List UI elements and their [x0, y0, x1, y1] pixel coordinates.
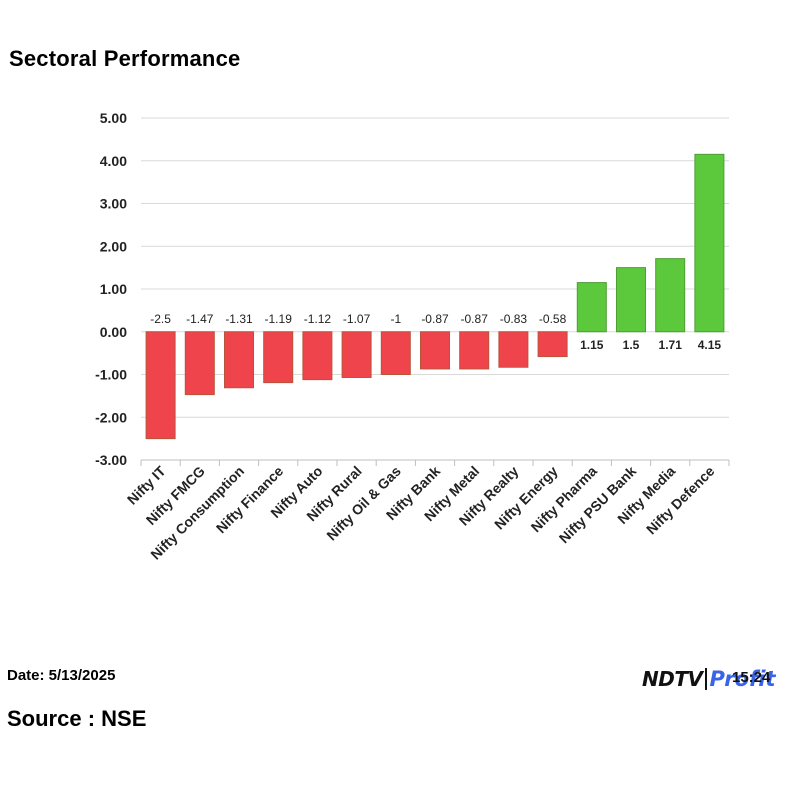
- date-label: Date: 5/13/2025: [7, 667, 116, 684]
- bar: [302, 331, 333, 381]
- bar: [380, 331, 411, 375]
- ndtv-profit-logo: NDTV Profit: [642, 666, 776, 692]
- time-label: 15:24: [732, 669, 771, 686]
- y-tick-label: 3.00: [100, 196, 127, 212]
- data-label: 4.15: [698, 338, 722, 352]
- source-label: Source : NSE: [7, 706, 147, 731]
- bar: [263, 331, 294, 384]
- y-tick-label: 2.00: [100, 238, 127, 254]
- bar: [419, 331, 451, 370]
- logo-separator: [705, 668, 708, 690]
- y-tick-label: 5.00: [100, 110, 127, 126]
- bar: [145, 331, 176, 440]
- chart-title: Sectoral Performance: [9, 46, 241, 71]
- data-label: 1.71: [659, 338, 683, 352]
- data-label: -1.47: [186, 312, 214, 326]
- data-labels: -2.5 -1.47 -1.31 -1.19 -1.12 -1.07 -1 -0.87 -0.8…: [150, 312, 721, 352]
- y-tick-label: -2.00: [95, 409, 127, 425]
- data-label: -1: [390, 312, 401, 326]
- y-tick-label: -3.00: [95, 452, 127, 468]
- logo-ndtv-text: NDTV: [642, 667, 703, 691]
- data-label: -0.58: [539, 312, 567, 326]
- bar: [655, 258, 686, 333]
- x-axis: [140, 459, 730, 466]
- bar: [576, 282, 607, 333]
- y-tick-label: 1.00: [100, 281, 127, 297]
- bar: [223, 331, 255, 389]
- bar: [341, 331, 372, 378]
- data-label: 1.5: [623, 338, 640, 352]
- data-label: 1.15: [580, 338, 604, 352]
- bar: [498, 331, 529, 368]
- data-label: -0.87: [461, 312, 489, 326]
- data-label: -0.83: [500, 312, 528, 326]
- data-label: -1.12: [304, 312, 332, 326]
- bar: [694, 153, 725, 333]
- y-tick-label: -1.00: [95, 367, 127, 383]
- data-label: -1.31: [225, 312, 253, 326]
- data-label: -1.07: [343, 312, 371, 326]
- bar: [459, 331, 490, 370]
- bars: [145, 153, 725, 440]
- y-tick-label: 4.00: [100, 153, 127, 169]
- y-tick-label: 0.00: [100, 324, 127, 340]
- logo-profit-text: Profit: [709, 667, 776, 691]
- y-axis-ticks: -3.00 -2.00 -1.00 0.00 1.00 2.00 3.00 4.00 5.00: [95, 110, 127, 468]
- data-label: -0.87: [421, 312, 449, 326]
- data-label: -2.5: [150, 312, 171, 326]
- data-label: -1.19: [265, 312, 293, 326]
- bar: [184, 331, 215, 396]
- bar: [615, 267, 647, 333]
- x-tick-label: Nifty Defence: [643, 463, 718, 538]
- bar: [537, 331, 568, 358]
